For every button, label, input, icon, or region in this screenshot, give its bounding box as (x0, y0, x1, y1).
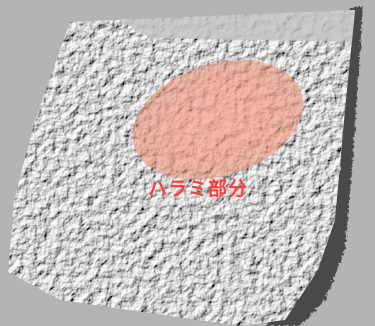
highlight-region (132, 60, 304, 180)
slab-top-band (120, 10, 355, 42)
region-label: ハラミ部分 (148, 178, 249, 200)
slab-edge (265, 6, 363, 326)
